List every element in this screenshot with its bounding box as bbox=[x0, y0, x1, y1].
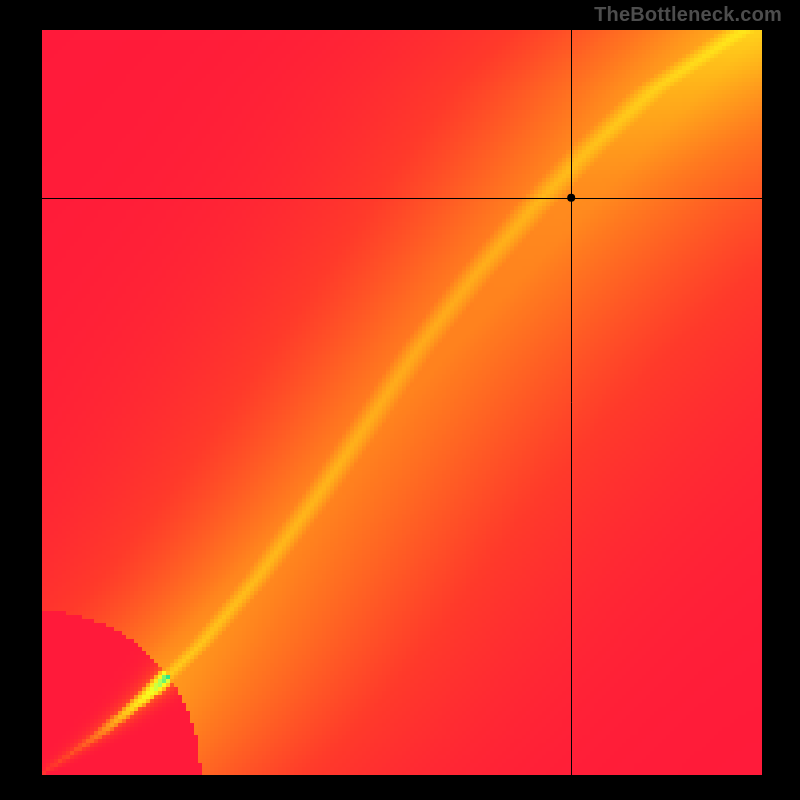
crosshair-overlay bbox=[42, 30, 762, 775]
heatmap-plot bbox=[42, 30, 762, 775]
watermark-text: TheBottleneck.com bbox=[594, 4, 782, 27]
